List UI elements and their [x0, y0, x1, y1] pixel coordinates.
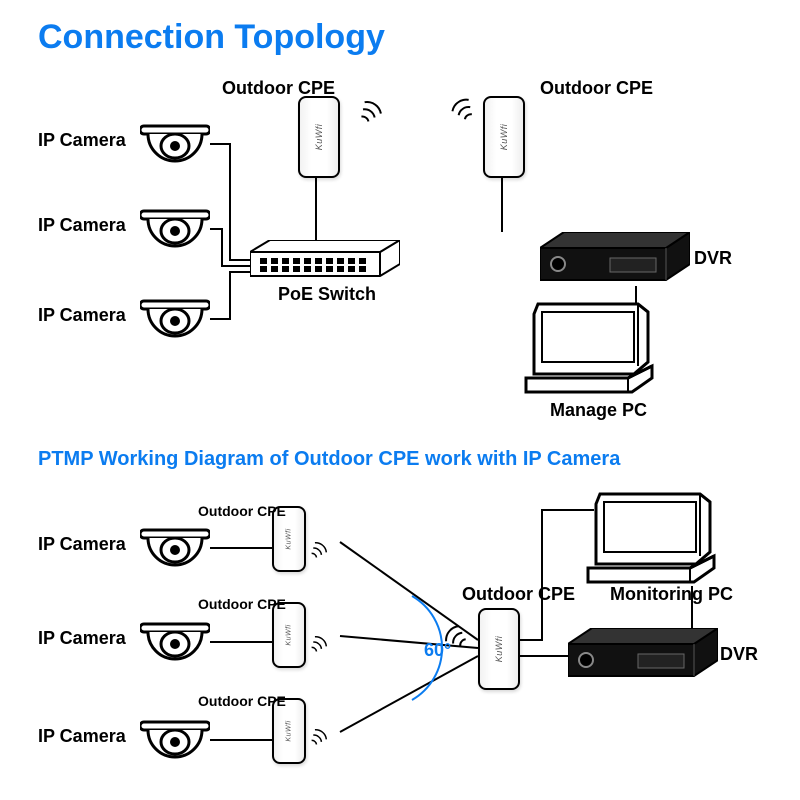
device-label: Outdoor CPE: [198, 503, 286, 519]
device-label: Manage PC: [550, 400, 647, 421]
outdoor-cpe-icon: [298, 96, 340, 178]
device-label: IP Camera: [38, 628, 126, 649]
ip-camera-icon: [140, 618, 210, 666]
device-label: Outdoor CPE: [222, 78, 335, 99]
outdoor-cpe-icon: [483, 96, 525, 178]
device-label: Outdoor CPE: [540, 78, 653, 99]
device-label: DVR: [720, 644, 758, 665]
device-label: IP Camera: [38, 215, 126, 236]
outdoor-cpe-icon: [478, 608, 520, 690]
device-label: IP Camera: [38, 726, 126, 747]
device-label: Outdoor CPE: [462, 584, 575, 605]
device-label: DVR: [694, 248, 732, 269]
device-label: IP Camera: [38, 305, 126, 326]
pc-icon: [520, 300, 655, 395]
dvr-icon: [568, 628, 718, 680]
ip-camera-icon: [140, 205, 210, 253]
device-label: IP Camera: [38, 130, 126, 151]
device-label: Monitoring PC: [610, 584, 733, 605]
dvr-icon: [540, 232, 690, 284]
device-label: PoE Switch: [278, 284, 376, 305]
device-label: IP Camera: [38, 534, 126, 555]
ip-camera-icon: [140, 524, 210, 572]
ip-camera-icon: [140, 120, 210, 168]
poe-switch-icon: [250, 240, 400, 280]
ip-camera-icon: [140, 295, 210, 343]
pc-icon: [582, 490, 717, 585]
ip-camera-icon: [140, 716, 210, 764]
device-label: Outdoor CPE: [198, 596, 286, 612]
device-label: Outdoor CPE: [198, 693, 286, 709]
main-title: Connection Topology: [38, 18, 385, 57]
sub-title: PTMP Working Diagram of Outdoor CPE work…: [38, 448, 620, 471]
